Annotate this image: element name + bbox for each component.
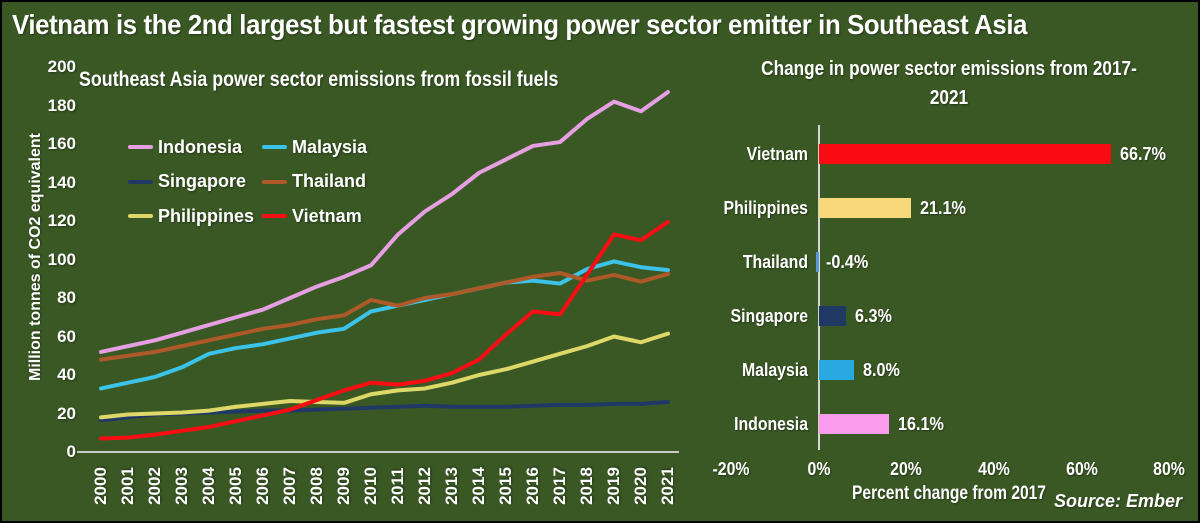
legend-item-singapore: Singapore [128, 165, 262, 200]
bar-chart-title-line2: 2021 [929, 87, 969, 109]
legend-label: Philippines [158, 205, 255, 226]
x-tick-2000: 2000 [91, 467, 110, 505]
y-tick-20: 20 [57, 403, 76, 423]
bar-malaysia [818, 360, 854, 380]
legend-item-thailand: Thailand [262, 165, 396, 200]
bar-vietnam [818, 144, 1111, 164]
legend-item-vietnam: Vietnam [262, 199, 396, 234]
legend-label: Indonesia [158, 136, 243, 157]
x-tick-2018: 2018 [577, 467, 596, 505]
series-line-philippines [99, 331, 670, 420]
bar-singapore [818, 306, 847, 326]
x-tick-2010: 2010 [361, 467, 380, 505]
bar-x-tick-20: 20% [890, 459, 923, 479]
y-tick-80: 80 [57, 288, 76, 307]
x-tick-2014: 2014 [469, 467, 488, 505]
y-tick-200: 200 [47, 57, 76, 76]
y-tick-180: 180 [47, 95, 76, 115]
x-tick-2005: 2005 [226, 467, 245, 505]
bar-x-axis-label: Percent change from 2017 [852, 483, 1046, 504]
y-tick-100: 100 [47, 249, 76, 269]
bar-x-tick-60: 60% [1065, 459, 1098, 479]
x-tick-2021: 2021 [658, 467, 677, 505]
line-chart-title: Southeast Asia power sector emissions fr… [79, 68, 559, 91]
x-tick-2013: 2013 [442, 467, 461, 505]
bar-category-thailand: Thailand [742, 252, 808, 272]
bar-thailand [816, 252, 819, 272]
x-tick-2017: 2017 [550, 467, 569, 505]
bar-chart-title: Change in power sector emissions from 20… [760, 55, 1138, 113]
x-tick-2006: 2006 [253, 467, 272, 505]
bar-value-philippines: 21.1% [920, 198, 966, 218]
bar-axis-line [818, 125, 820, 450]
y-tick-60: 60 [57, 326, 76, 346]
x-tick-2012: 2012 [415, 467, 434, 505]
bar-category-philippines: Philippines [723, 198, 808, 218]
legend-label: Malaysia [292, 136, 368, 157]
y-tick-0: 0 [66, 442, 76, 461]
x-tick-2001: 2001 [118, 467, 137, 505]
bar-value-indonesia: 16.1% [898, 414, 945, 434]
x-tick-2020: 2020 [631, 467, 650, 505]
y-tick-120: 120 [47, 211, 76, 230]
x-tick-2009: 2009 [334, 467, 353, 505]
bar-value-vietnam: 66.7% [1119, 144, 1166, 164]
bar-indonesia [818, 414, 890, 434]
legend-label: Vietnam [292, 205, 362, 226]
series-line-singapore [99, 399, 670, 423]
x-tick-2003: 2003 [172, 467, 191, 505]
y-tick-140: 140 [47, 172, 76, 192]
y-tick-40: 40 [57, 365, 76, 384]
bar-category-singapore: Singapore [730, 306, 808, 326]
bar-value-thailand: -0.4% [825, 252, 868, 272]
x-tick-2004: 2004 [199, 467, 218, 505]
series-line-thailand [99, 270, 670, 362]
bar-chart-title-line1: Change in power sector emissions from 20… [761, 58, 1137, 80]
source-note: Source: Ember [1053, 491, 1182, 511]
legend-swatch-vietnam [262, 214, 287, 219]
bar-philippines [818, 198, 912, 218]
bar-x-tick--20: -20% [712, 459, 750, 479]
x-tick-2008: 2008 [307, 467, 326, 505]
legend-swatch-thailand [262, 179, 287, 184]
y-tick-160: 160 [47, 134, 76, 153]
x-tick-2016: 2016 [523, 467, 542, 505]
x-tick-2002: 2002 [145, 467, 164, 505]
legend-label: Singapore [158, 171, 247, 192]
page-title: Vietnam is the 2nd largest but fastest g… [12, 9, 1028, 40]
x-tick-2015: 2015 [496, 467, 515, 505]
legend-item-philippines: Philippines [128, 199, 262, 234]
bar-category-malaysia: Malaysia [741, 360, 808, 380]
legend-swatch-indonesia [128, 145, 153, 150]
bar-value-malaysia: 8.0% [862, 360, 900, 380]
legend-label: Thailand [292, 171, 367, 192]
legend: Indonesia Singapore Philippines Malaysia Tha… [128, 130, 396, 234]
bar-x-tick-40: 40% [978, 459, 1010, 479]
bar-x-tick-80: 80% [1153, 459, 1186, 479]
x-tick-2007: 2007 [280, 467, 299, 505]
legend-item-malaysia: Malaysia [262, 130, 396, 165]
legend-swatch-singapore [128, 179, 153, 184]
x-tick-2019: 2019 [604, 467, 623, 505]
bar-value-singapore: 6.3% [855, 306, 893, 326]
x-tick-2011: 2011 [388, 467, 407, 505]
series-line-vietnam [99, 219, 670, 441]
legend-swatch-malaysia [262, 145, 287, 150]
legend-swatch-philippines [128, 214, 153, 219]
bar-category-indonesia: Indonesia [734, 414, 808, 434]
series-line-malaysia [99, 259, 670, 391]
legend-item-indonesia: Indonesia [128, 130, 262, 165]
bar-category-vietnam: Vietnam [746, 144, 808, 164]
bar-x-tick-0: 0% [807, 459, 830, 479]
